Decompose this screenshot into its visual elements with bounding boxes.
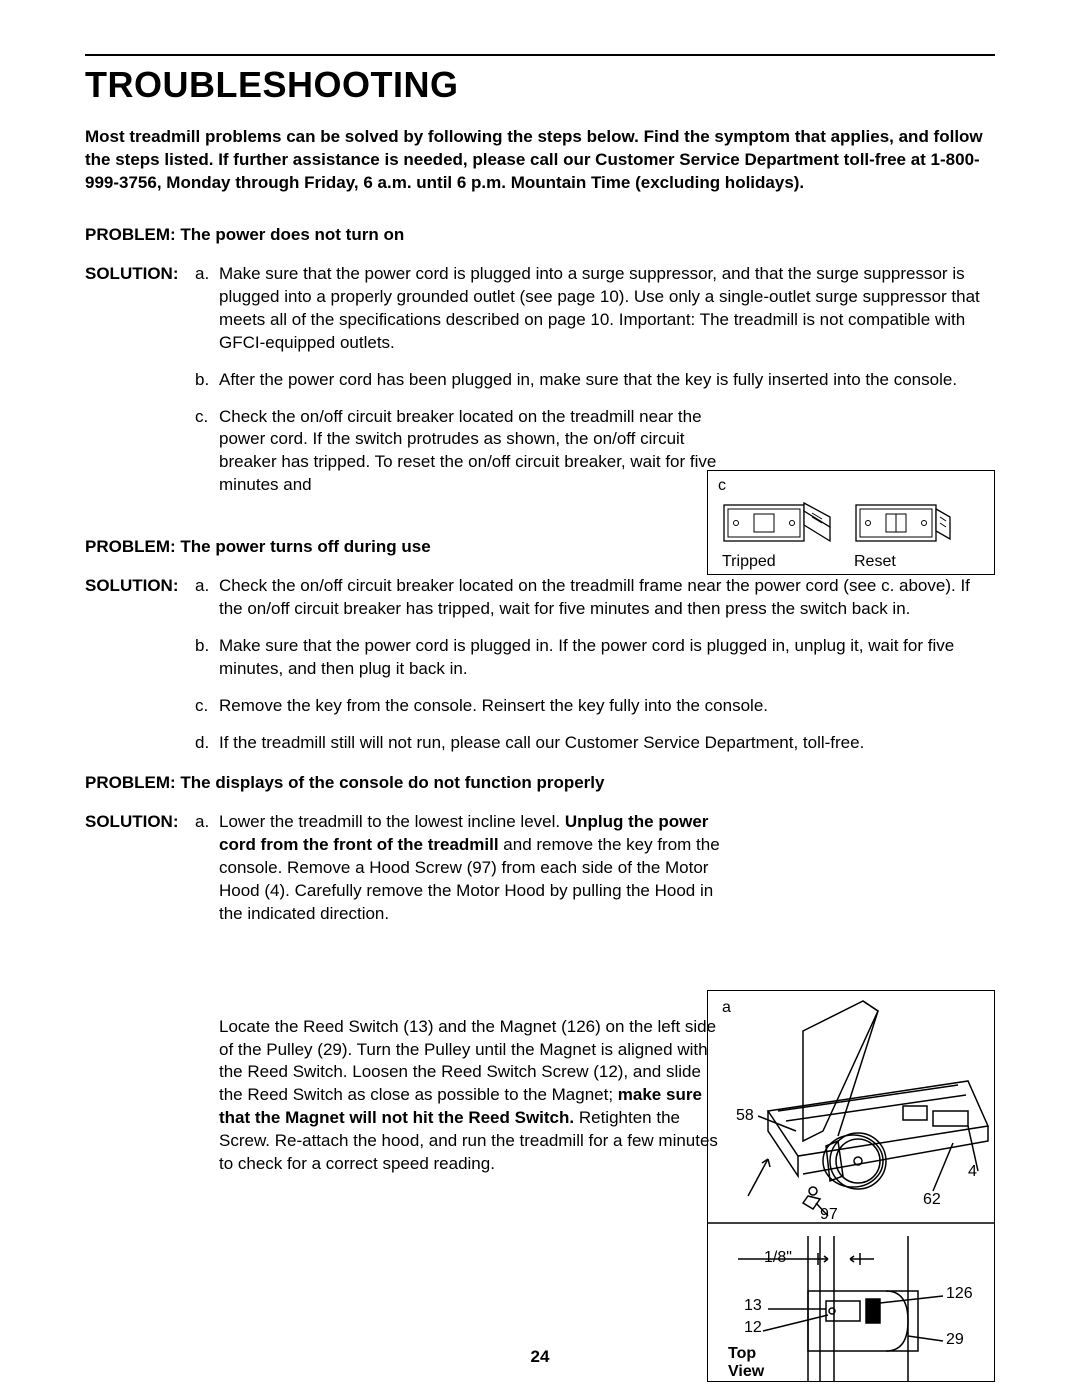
- label-62: 62: [923, 1191, 941, 1209]
- solution-2d: x d. If the treadmill still will not run…: [85, 732, 995, 755]
- letter-a: a.: [195, 263, 219, 355]
- solution-1b-text: After the power cord has been plugged in…: [219, 369, 995, 392]
- problem-1-title: PROBLEM: The power does not turn on: [85, 225, 995, 245]
- solution-2c: x c. Remove the key from the console. Re…: [85, 695, 995, 718]
- solution-2a-text: Check the on/off circuit breaker located…: [219, 575, 995, 621]
- tripped-switch-icon: [722, 497, 842, 549]
- problem-prefix: PROBLEM:: [85, 537, 180, 556]
- letter-b: b.: [195, 369, 219, 392]
- solution-1a-text: Make sure that the power cord is plugged…: [219, 263, 995, 355]
- solution-2b: x b. Make sure that the power cord is pl…: [85, 635, 995, 681]
- page-title: TROUBLESHOOTING: [85, 64, 995, 106]
- solution-3a: SOLUTION: a. Lower the treadmill to the …: [85, 811, 995, 926]
- problem-3-title: PROBLEM: The displays of the console do …: [85, 773, 995, 793]
- label-58: 58: [736, 1107, 754, 1125]
- tripped-label: Tripped: [722, 553, 848, 571]
- solution-1b: x b. After the power cord has been plugg…: [85, 369, 995, 392]
- top-rule: [85, 54, 995, 56]
- page: TROUBLESHOOTING Most treadmill problems …: [0, 0, 1080, 1397]
- page-number: 24: [0, 1347, 1080, 1367]
- reset-label: Reset: [854, 553, 980, 571]
- solution-1a: SOLUTION: a. Make sure that the power co…: [85, 263, 995, 355]
- label-4: 4: [968, 1163, 977, 1181]
- problem-3-text: The displays of the console do not funct…: [180, 773, 604, 792]
- solution-2a: SOLUTION: a. Check the on/off circuit br…: [85, 575, 995, 621]
- reset-block: Reset: [854, 497, 980, 571]
- figure-c-label: c: [718, 477, 984, 495]
- label-126: 126: [946, 1285, 973, 1303]
- tripped-block: Tripped: [722, 497, 848, 571]
- label-18: 1/8": [764, 1249, 792, 1267]
- label-13: 13: [744, 1297, 762, 1315]
- solution-3a-text: Lower the treadmill to the lowest inclin…: [219, 811, 729, 926]
- label-12: 12: [744, 1319, 762, 1337]
- solution-1c-text: Check the on/off circuit breaker located…: [219, 406, 729, 498]
- solution-label: SOLUTION:: [85, 575, 195, 621]
- solution-2b-text: Make sure that the power cord is plugged…: [219, 635, 995, 681]
- problem-prefix: PROBLEM:: [85, 773, 180, 792]
- solution-label: SOLUTION:: [85, 811, 195, 926]
- solution-2d-text: If the treadmill still will not run, ple…: [219, 732, 995, 755]
- letter-c: c.: [195, 406, 219, 498]
- solution-label: SOLUTION:: [85, 263, 195, 355]
- problem-2-text: The power turns off during use: [180, 537, 430, 556]
- reset-switch-icon: [854, 497, 974, 549]
- solution-3a2-text: Locate the Reed Switch (13) and the Magn…: [219, 1016, 729, 1177]
- problem-prefix: PROBLEM:: [85, 225, 180, 244]
- label-97: 97: [820, 1206, 838, 1224]
- figure-a-label: a: [722, 999, 731, 1017]
- p3a-pre: Lower the treadmill to the lowest inclin…: [219, 812, 565, 831]
- solution-2c-text: Remove the key from the console. Reinser…: [219, 695, 995, 718]
- intro-paragraph: Most treadmill problems can be solved by…: [85, 126, 995, 195]
- figure-c: c Tripped: [707, 470, 995, 575]
- figure-a: a 58 97 4 62 1/8" 13 12 126 29 Top View: [707, 990, 995, 1382]
- problem-1-text: The power does not turn on: [180, 225, 404, 244]
